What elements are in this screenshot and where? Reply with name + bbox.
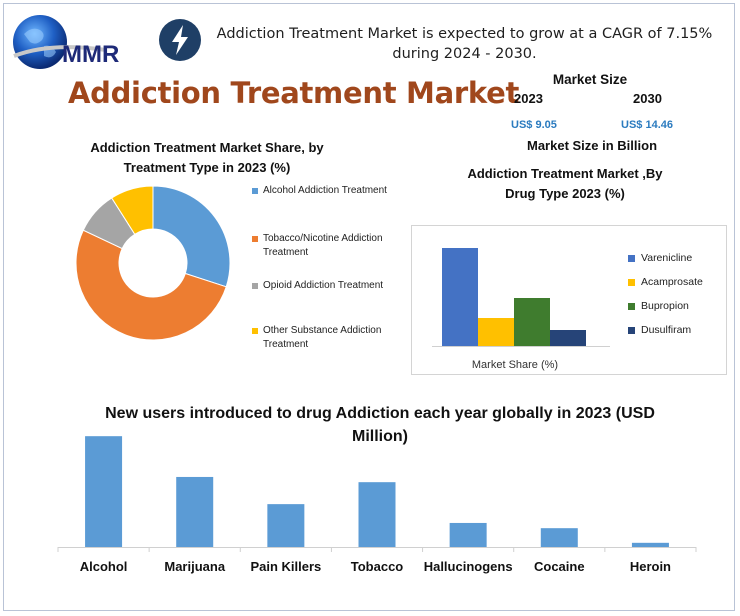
logo-text: MMR — [62, 41, 119, 68]
donut-chart — [75, 185, 231, 341]
legend-swatch — [628, 326, 635, 334]
market-size-heading: Market Size — [552, 72, 628, 87]
cagr-statement: Addiction Treatment Market is expected t… — [216, 26, 713, 62]
legend-swatch — [628, 302, 635, 310]
users-bar-chart: Alcohol Marijuana Pain Killers Tobacco Hallu… — [57, 436, 697, 574]
drug-bar-dusulfiram — [550, 330, 586, 346]
users-bar-pain-killers — [267, 504, 305, 547]
market-size-unit-caption: Market Size in Billion — [526, 138, 658, 153]
donut-legend-label: Opioid Addiction Treatment — [263, 280, 384, 291]
users-bar-hallucinogens — [449, 522, 487, 547]
market-size-year-start: 2023 — [514, 91, 543, 106]
legend-swatch — [252, 328, 258, 334]
page-title: Addiction Treatment Market — [68, 76, 520, 110]
market-size-year-end: 2030 — [633, 91, 662, 106]
legend-swatch — [252, 188, 258, 194]
users-x-tick-label: Pain Killers — [250, 559, 321, 574]
drug-bar-acamprosate — [478, 318, 514, 346]
users-x-tick-label: Cocaine — [534, 559, 585, 574]
drug-x-tick-label: Market Share (%) — [472, 359, 558, 371]
users-x-tick-label: Heroin — [630, 559, 671, 574]
legend-swatch — [628, 278, 635, 286]
donut-legend-item: Alcohol Addiction Treatment — [252, 184, 387, 198]
donut-legend-label: Other Substance Addiction Treatment — [263, 325, 382, 350]
donut-legend-label: Alcohol Addiction Treatment — [263, 185, 387, 196]
donut-slice-tobacco-nicotine-addiction-treatment — [75, 229, 227, 341]
drug-bar-varenicline — [442, 248, 478, 346]
users-bar-tobacco — [358, 482, 396, 547]
drug-legend-label: Varenicline — [641, 252, 693, 264]
legend-swatch — [252, 283, 258, 289]
drug-legend-label: Dusulfiram — [641, 324, 692, 336]
globe-icon — [13, 15, 67, 69]
lightning-bolt-icon — [159, 19, 201, 61]
drug-legend-item: Bupropion — [628, 300, 689, 312]
drug-bar-bupropion — [514, 298, 550, 346]
users-x-tick-label: Hallucinogens — [424, 559, 513, 574]
drug-legend-item: Dusulfiram — [628, 324, 691, 336]
users-chart-title: New users introduced to drug Addiction e… — [105, 405, 655, 445]
legend-swatch — [628, 254, 635, 262]
market-size-value-end: US$ 14.46 — [621, 119, 673, 131]
users-x-tick-label: Tobacco — [351, 559, 404, 574]
drug-chart-title: Addiction Treatment Market ,By Drug Type… — [467, 166, 663, 201]
donut-legend-item: Tobacco/Nicotine Addiction Treatment — [252, 232, 412, 260]
donut-legend-item: Other Substance Addiction Treatment — [252, 324, 412, 352]
drug-chart-box — [411, 225, 727, 375]
donut-slice-other-substance-addiction-treatment — [111, 185, 154, 235]
infographic-frame — [3, 3, 735, 611]
donut-legend-label: Tobacco/Nicotine Addiction Treatment — [263, 233, 383, 258]
market-size-value-start: US$ 9.05 — [511, 119, 557, 131]
users-bar-heroin — [631, 542, 669, 547]
donut-legend-item: Opioid Addiction Treatment — [252, 279, 383, 293]
drug-legend-item: Acamprosate — [628, 276, 703, 288]
users-x-tick-label: Alcohol — [80, 559, 128, 574]
users-bar-cocaine — [540, 528, 578, 547]
users-x-tick-label: Marijuana — [164, 559, 225, 574]
donut-chart-title: Addiction Treatment Market Share, by Tre… — [90, 140, 324, 175]
drug-bar-chart: Market Share (%) — [432, 248, 610, 371]
drug-legend-label: Bupropion — [641, 300, 689, 312]
drug-legend-label: Acamprosate — [641, 276, 703, 288]
donut-slice-alcohol-addiction-treatment — [152, 185, 231, 288]
mmr-logo: MMR — [13, 15, 119, 69]
users-bar-marijuana — [176, 476, 214, 547]
drug-legend-item: Varenicline — [628, 252, 692, 264]
users-bar-alcohol — [85, 436, 123, 547]
legend-swatch — [252, 236, 258, 242]
